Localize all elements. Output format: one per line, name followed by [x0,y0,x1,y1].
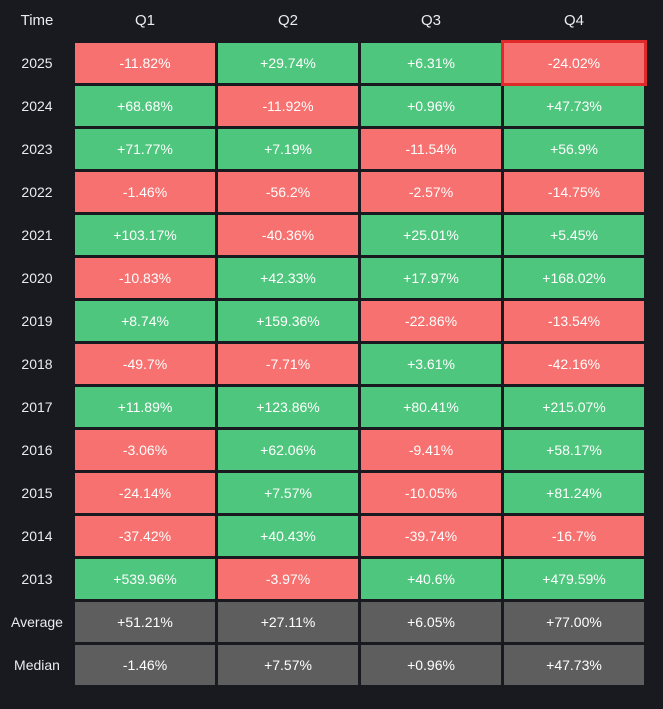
return-cell: -7.71% [218,344,358,384]
row-label: 2017 [21,399,53,415]
return-cell: -14.75% [504,172,644,212]
return-cell: +42.33% [218,258,358,298]
return-cell: +11.89% [75,387,215,427]
return-cell: +40.6% [361,559,501,599]
row-label: 2023 [21,141,53,157]
return-cell: -56.2% [218,172,358,212]
row-label: 2019 [21,313,53,329]
return-cell: +159.36% [218,301,358,341]
return-cell: -37.42% [75,516,215,556]
return-cell: +68.68% [75,86,215,126]
return-cell: -10.83% [75,258,215,298]
return-cell: +17.97% [361,258,501,298]
return-cell: +0.96% [361,86,501,126]
return-cell: -24.14% [75,473,215,513]
return-cell: +479.59% [504,559,644,599]
return-cell: -49.7% [75,344,215,384]
row-label: 2014 [21,528,53,544]
return-cell: +103.17% [75,215,215,255]
return-cell: +29.74% [218,43,358,83]
row-label: 2020 [21,270,53,286]
column-header: Q1 [134,11,155,29]
return-cell: -2.57% [361,172,501,212]
column-header: Q4 [563,11,584,29]
summary-label: Median [14,657,60,673]
return-cell: -16.7% [504,516,644,556]
return-cell: +62.06% [218,430,358,470]
summary-cell: +51.21% [75,602,215,642]
return-cell: -9.41% [361,430,501,470]
summary-cell: +7.57% [218,645,358,685]
column-header: Time [20,11,54,29]
row-label: 2025 [21,55,53,71]
row-label: 2021 [21,227,53,243]
summary-cell: +0.96% [361,645,501,685]
row-label: 2024 [21,98,53,114]
summary-cell: +6.05% [361,602,501,642]
return-cell: +56.9% [504,129,644,169]
return-cell: -1.46% [75,172,215,212]
returns-table: Time Q1 Q2 Q3 Q4 2025 -11.82% +29.74% +6.31% -24.… [11,11,647,685]
return-cell: -3.97% [218,559,358,599]
return-cell: +168.02% [504,258,644,298]
summary-cell: +47.73% [504,645,644,685]
return-cell: +58.17% [504,430,644,470]
summary-cell: +27.11% [218,602,358,642]
summary-label: Average [11,614,63,630]
return-cell: -11.82% [75,43,215,83]
return-cell: -13.54% [504,301,644,341]
return-cell: +7.19% [218,129,358,169]
row-label: 2013 [21,571,53,587]
return-cell: +8.74% [75,301,215,341]
row-label: 2016 [21,442,53,458]
column-header: Q3 [420,11,441,29]
return-cell: -11.92% [218,86,358,126]
return-cell: -3.06% [75,430,215,470]
return-cell: +40.43% [218,516,358,556]
return-cell: +5.45% [504,215,644,255]
row-label: 2018 [21,356,53,372]
summary-cell: +77.00% [504,602,644,642]
return-cell: +47.73% [504,86,644,126]
return-cell: +25.01% [361,215,501,255]
return-cell: -24.02% [501,40,647,86]
return-cell: +81.24% [504,473,644,513]
summary-cell: -1.46% [75,645,215,685]
return-cell: +215.07% [504,387,644,427]
return-cell: -10.05% [361,473,501,513]
return-cell: +7.57% [218,473,358,513]
return-cell: -39.74% [361,516,501,556]
row-label: 2015 [21,485,53,501]
return-cell: -11.54% [361,129,501,169]
return-cell: +80.41% [361,387,501,427]
return-cell: +6.31% [361,43,501,83]
return-cell: -22.86% [361,301,501,341]
return-cell: +123.86% [218,387,358,427]
column-header: Q2 [277,11,298,29]
return-cell: -42.16% [504,344,644,384]
return-cell: +539.96% [75,559,215,599]
return-cell: +3.61% [361,344,501,384]
row-label: 2022 [21,184,53,200]
return-cell: -40.36% [218,215,358,255]
return-cell: +71.77% [75,129,215,169]
